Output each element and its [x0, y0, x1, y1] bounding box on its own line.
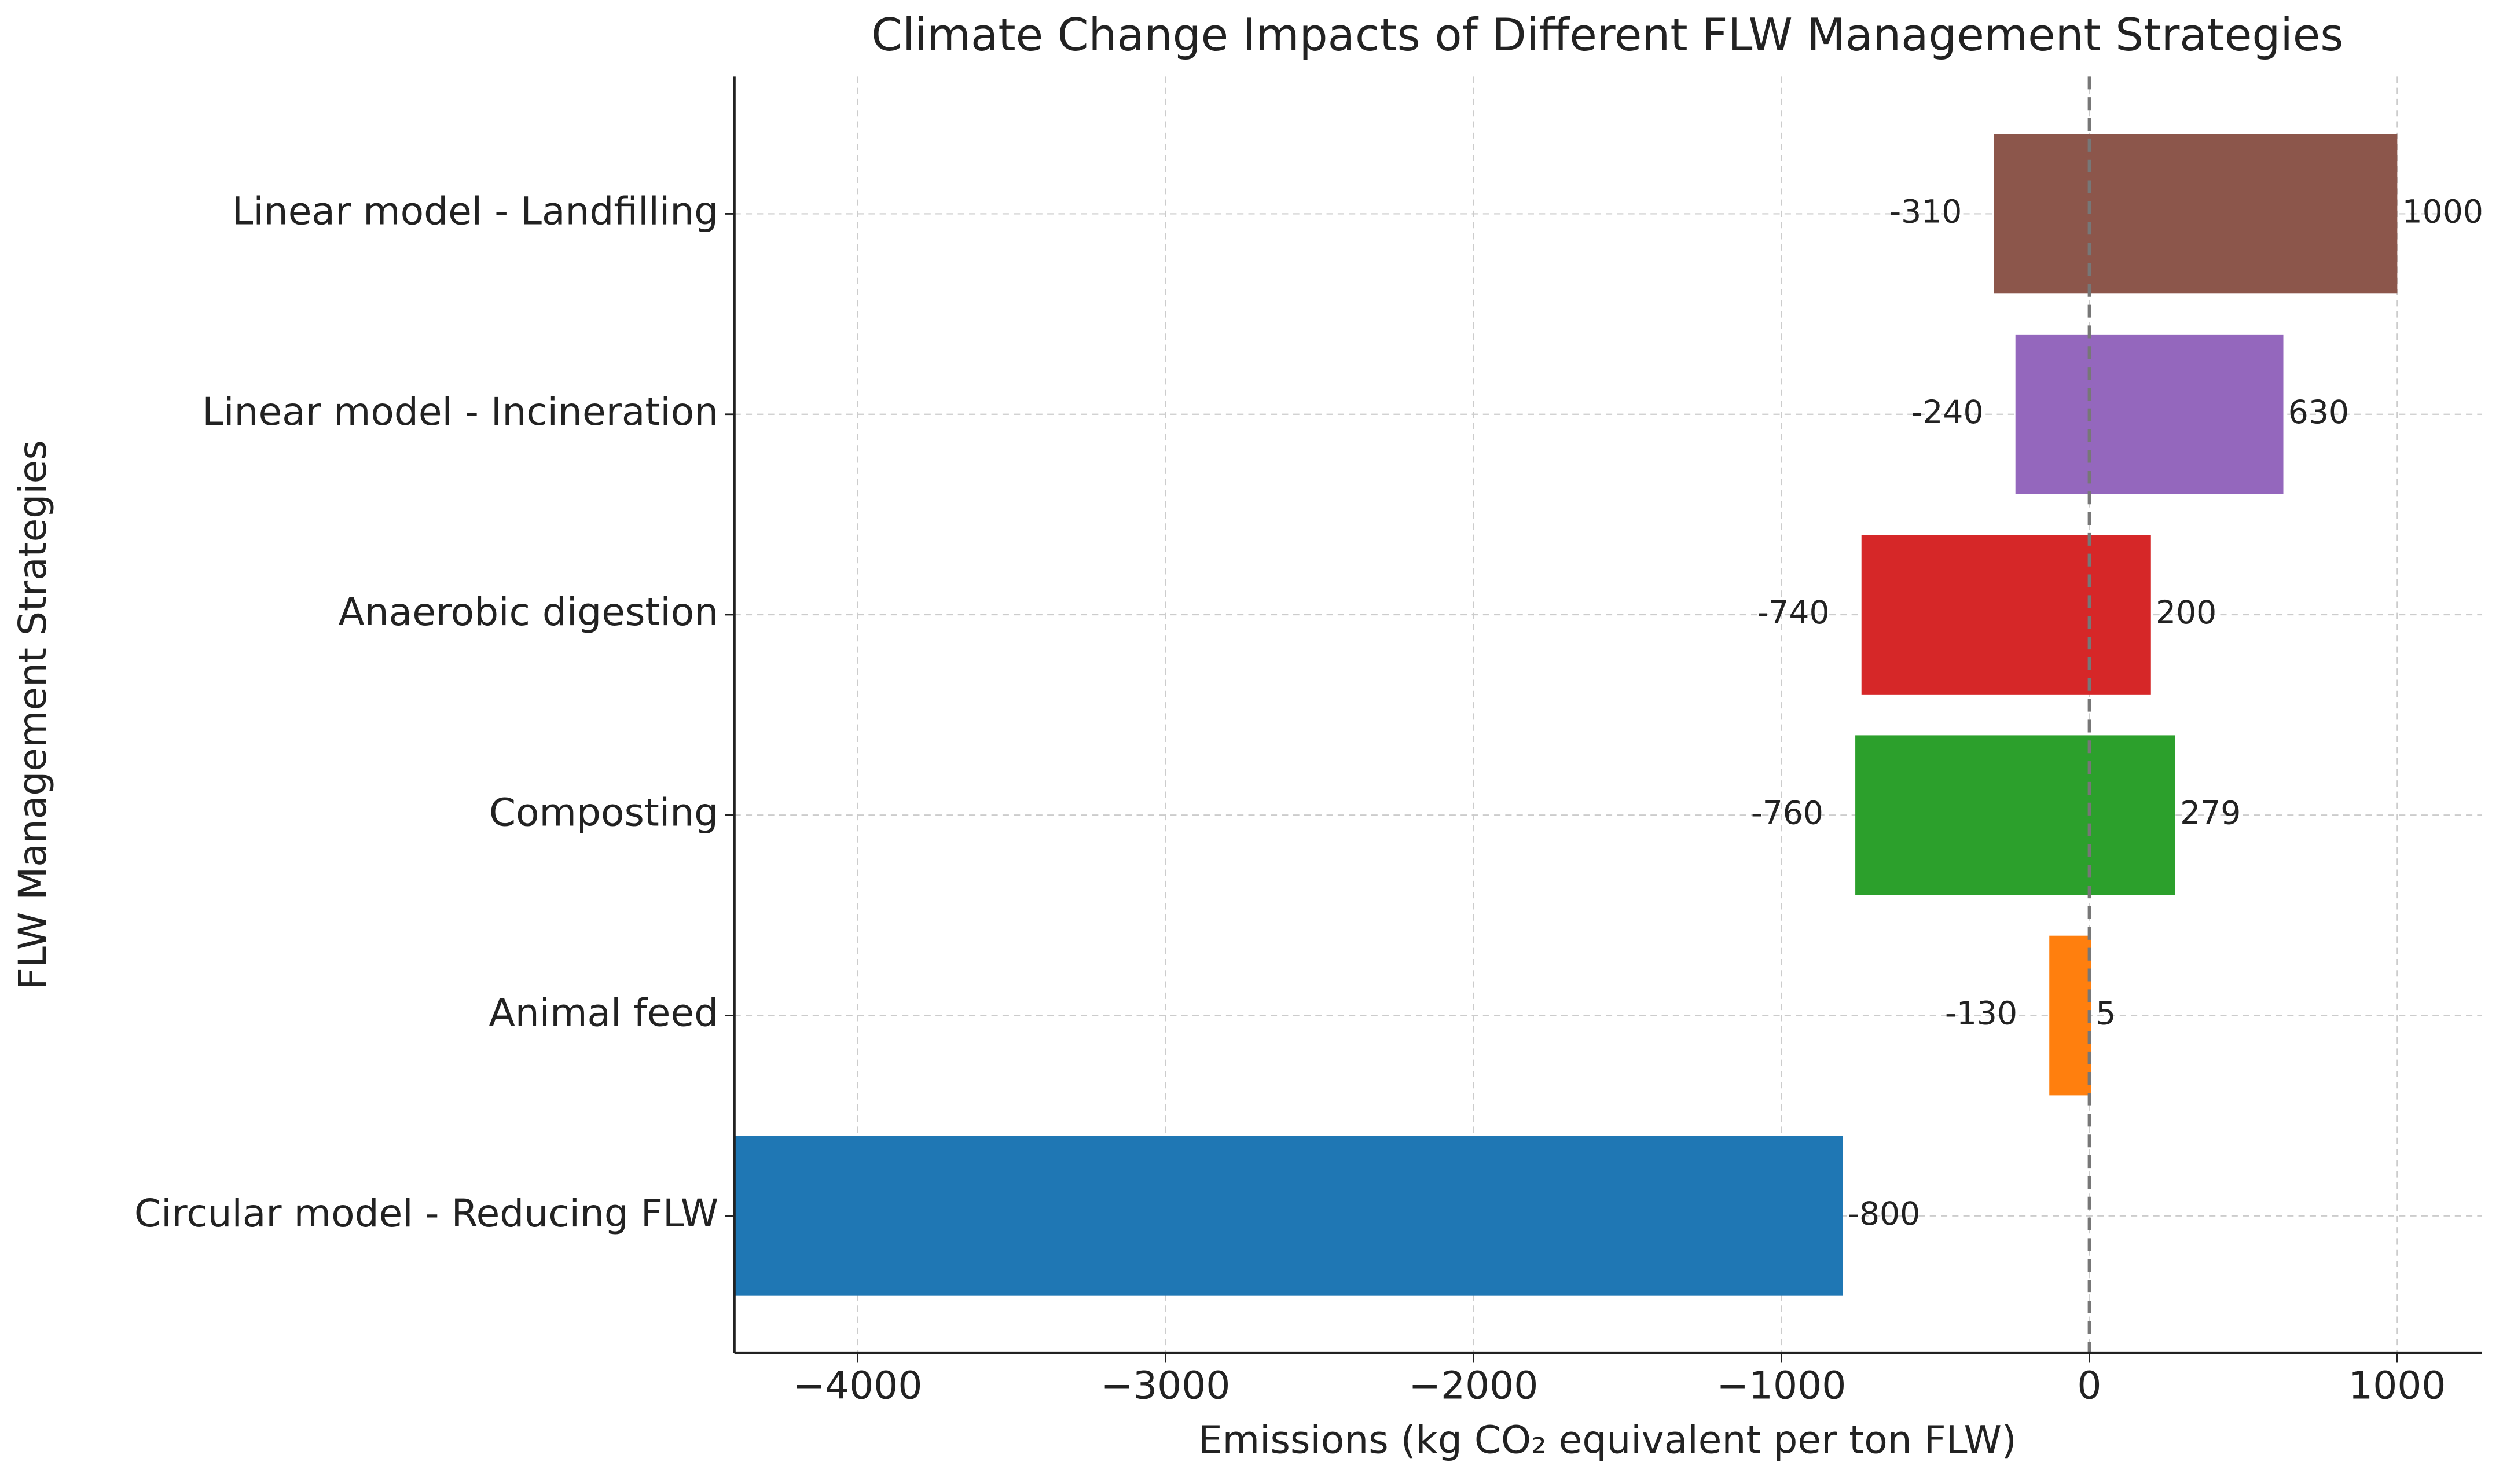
end-label: 1000	[2402, 194, 2483, 231]
chart-title: Climate Change Impacts of Different FLW …	[871, 9, 2343, 61]
bar	[734, 1136, 1843, 1296]
bar	[2015, 334, 2284, 494]
x-tick-label: −1000	[1717, 1364, 1847, 1408]
bar	[1994, 134, 2398, 294]
y-axis-label: FLW Management Strategies	[10, 440, 55, 990]
end-label: 5	[2095, 996, 2116, 1033]
foreground: −4000 −3000 −2000 −1000 0 1000 Circular model …	[134, 76, 2483, 1408]
start-label: -760	[1751, 795, 1823, 832]
y-tick-label: Animal feed	[489, 991, 719, 1035]
end-label: 200	[2156, 594, 2216, 631]
x-axis-label: Emissions (kg CO₂ equivalent per ton FLW…	[1198, 1417, 2017, 1462]
x-tick-label: 1000	[2348, 1364, 2446, 1408]
plot-area	[734, 134, 2398, 1296]
start-label: -130	[1945, 996, 2017, 1033]
bar	[1861, 535, 2151, 695]
y-tick-label: Composting	[489, 790, 718, 835]
start-label: -740	[1757, 594, 1829, 631]
start-label: -240	[1911, 394, 1983, 431]
start-label: -310	[1889, 194, 1962, 231]
x-tick-label: 0	[2077, 1364, 2101, 1408]
y-tick-label: Anaerobic digestion	[338, 590, 718, 634]
end-label: 630	[2288, 394, 2349, 431]
y-tick-label: Linear model - Incineration	[202, 390, 718, 434]
end-label: -800	[1848, 1196, 1920, 1233]
bar	[2049, 935, 2091, 1096]
x-tick-label: −2000	[1409, 1364, 1539, 1408]
bar	[1855, 735, 2175, 895]
y-tick-label: Circular model - Reducing FLW	[134, 1191, 718, 1236]
x-tick-label: −4000	[793, 1364, 923, 1408]
end-label: 279	[2180, 795, 2241, 832]
y-tick-label: Linear model - Landfilling	[232, 189, 719, 233]
x-tick-label: −3000	[1101, 1364, 1231, 1408]
